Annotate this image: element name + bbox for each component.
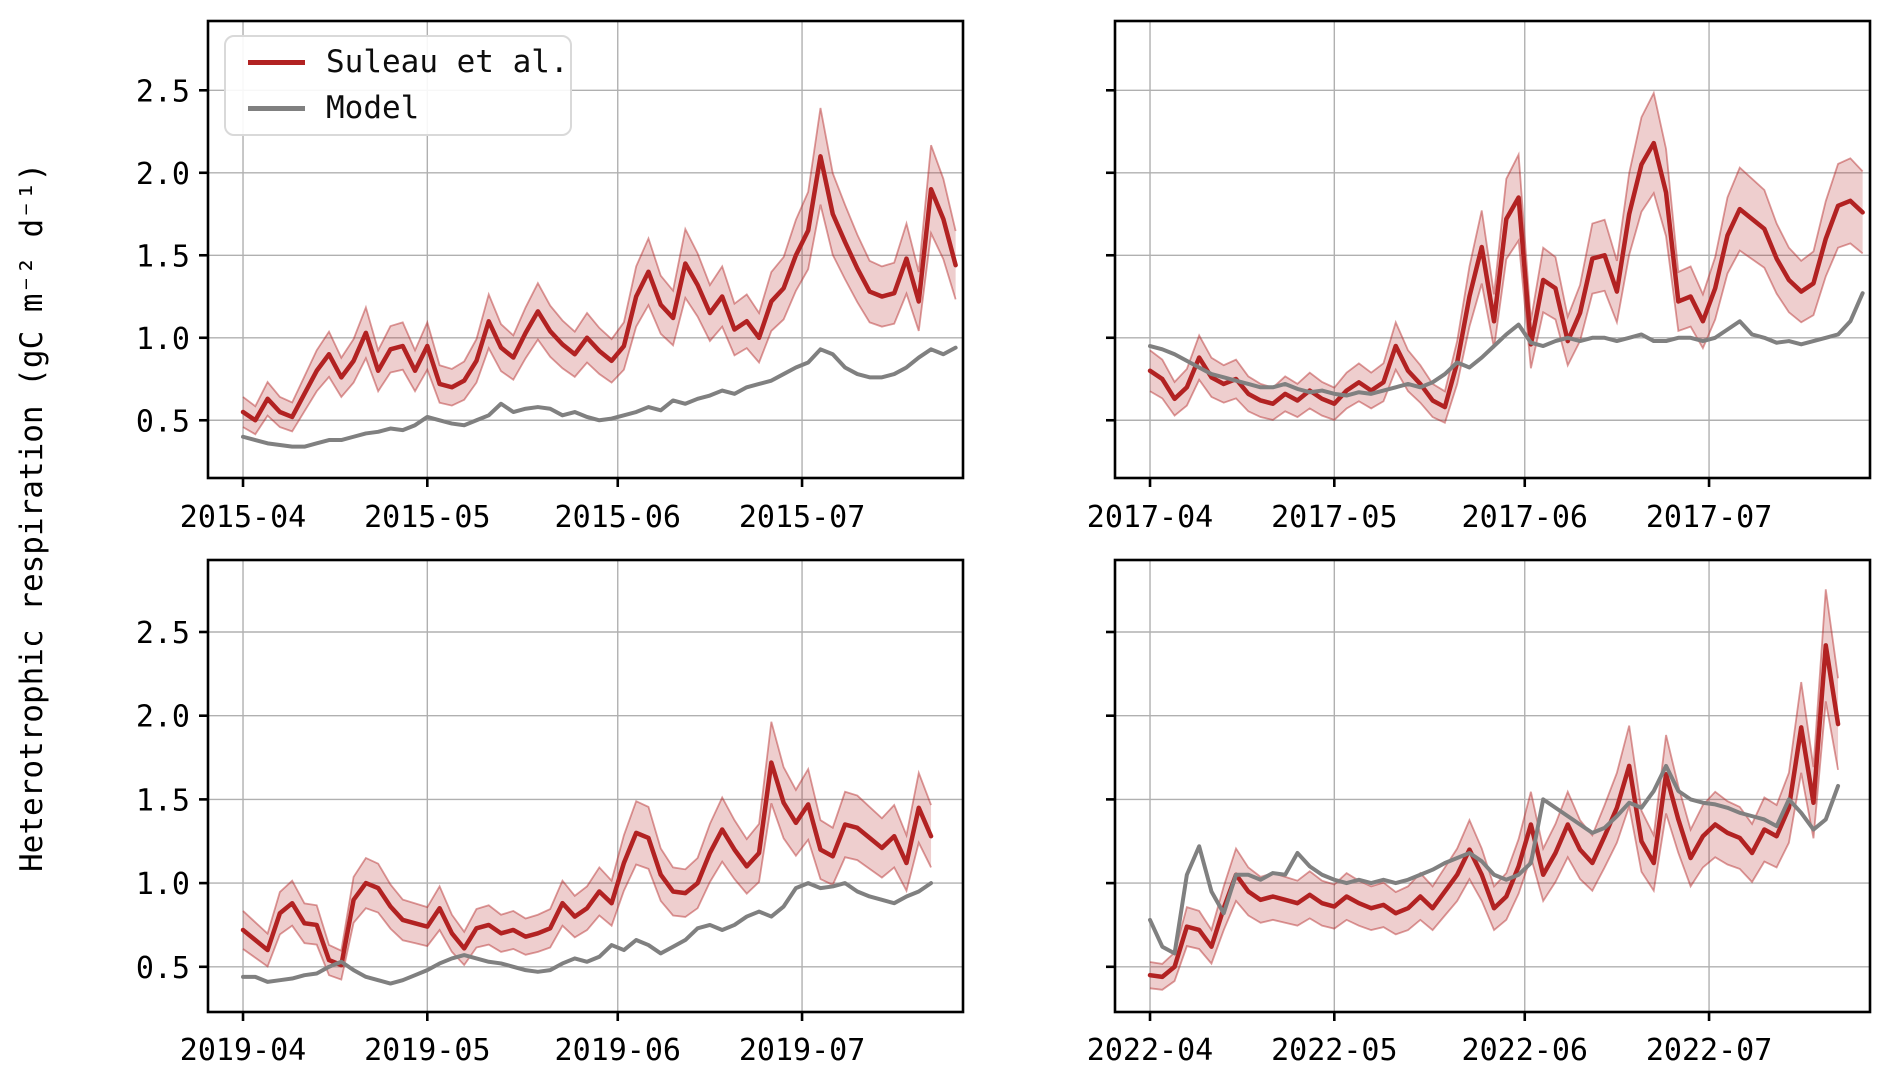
plot-border — [206, 19, 965, 480]
uncertainty-band — [1150, 589, 1839, 990]
suleau-line — [240, 760, 934, 968]
uncertainty-band-lower-edge — [1149, 701, 1839, 991]
uncertainty-band — [1150, 93, 1863, 423]
y-tick-label: 0.5 — [136, 404, 190, 439]
legend-label-model: Model — [326, 90, 420, 126]
model-line — [1148, 763, 1841, 956]
x-tick-label: 2017-07 — [1646, 500, 1772, 535]
axis-ticks — [199, 88, 804, 487]
uncertainty-band-upper-edge — [242, 107, 957, 408]
y-tick-label: 2.5 — [136, 616, 190, 651]
uncertainty-band-lower-edge — [1149, 191, 1864, 425]
y-tick-label: 1.0 — [136, 322, 190, 357]
gridlines — [1115, 21, 1870, 478]
plot-border — [1113, 558, 1872, 1014]
model-line — [1148, 291, 1865, 398]
x-tick-label: 2017-04 — [1087, 500, 1213, 535]
x-tick-label: 2015-04 — [180, 500, 306, 535]
y-tick-label: 1.5 — [136, 783, 190, 818]
x-tick-label: 2022-06 — [1462, 1033, 1588, 1068]
y-tick-label: 2.0 — [136, 700, 190, 735]
x-tick-label: 2017-05 — [1271, 500, 1397, 535]
legend-item-model: Model — [226, 93, 570, 124]
x-tick-label: 2015-05 — [364, 500, 490, 535]
gridlines — [1115, 560, 1870, 1012]
axis-ticks — [199, 630, 804, 1021]
axis-ticks — [1106, 630, 1711, 1021]
uncertainty-band — [243, 107, 956, 435]
uncertainty-band — [243, 721, 932, 980]
chart-panel-2017: 2017-04 2017-05 2017-06 2017-07 — [1087, 19, 1872, 535]
axis-ticks — [1106, 88, 1711, 487]
suleau-line — [1147, 140, 1865, 410]
y-tick-label: 2.0 — [136, 157, 190, 192]
legend: Suleau et al. Model — [224, 35, 572, 136]
legend-label-suleau: Suleau et al. — [326, 44, 569, 80]
x-tick-label: 2022-05 — [1271, 1033, 1397, 1068]
x-tick-label: 2022-04 — [1087, 1033, 1213, 1068]
model-line-sample-icon — [248, 106, 305, 111]
x-tick-label: 2019-07 — [739, 1033, 865, 1068]
suleau-line — [1147, 643, 1841, 980]
plot-border — [1113, 19, 1872, 480]
model-line — [241, 881, 934, 986]
gridlines — [208, 560, 963, 1012]
y-tick-label: 2.5 — [136, 74, 190, 109]
uncertainty-band-lower-edge — [242, 803, 932, 981]
y-tick-label: 0.5 — [136, 951, 190, 986]
x-tick-label: 2022-07 — [1646, 1033, 1772, 1068]
y-axis-title: Heterotrophic respiration (gC m⁻² d⁻¹) — [14, 162, 50, 872]
uncertainty-band-upper-edge — [242, 721, 932, 952]
x-tick-label: 2015-06 — [555, 500, 681, 535]
y-tick-label: 1.0 — [136, 867, 190, 902]
chart-panel-2019: 2019-04 2019-05 2019-06 2019-07 0.5 1.0 1.5 2.0… — [136, 558, 965, 1068]
legend-item-suleau: Suleau et al. — [226, 47, 570, 78]
suleau-line-sample-icon — [248, 60, 305, 65]
chart-panel-2022: 2022-04 2022-05 2022-06 2022-07 — [1087, 558, 1872, 1068]
uncertainty-band-lower-edge — [242, 204, 957, 436]
chart-panel-2015: 2015-04 2015-05 2015-06 2015-07 0.5 1.0 1.5 2.0… — [136, 19, 965, 535]
y-tick-label: 1.5 — [136, 239, 190, 274]
plot-border — [206, 558, 965, 1014]
x-tick-label: 2019-06 — [555, 1033, 681, 1068]
suleau-line — [240, 154, 958, 423]
x-tick-label: 2015-07 — [739, 500, 865, 535]
x-tick-label: 2019-04 — [180, 1033, 306, 1068]
x-tick-label: 2019-05 — [364, 1033, 490, 1068]
x-tick-label: 2017-06 — [1462, 500, 1588, 535]
model-line — [241, 345, 958, 449]
